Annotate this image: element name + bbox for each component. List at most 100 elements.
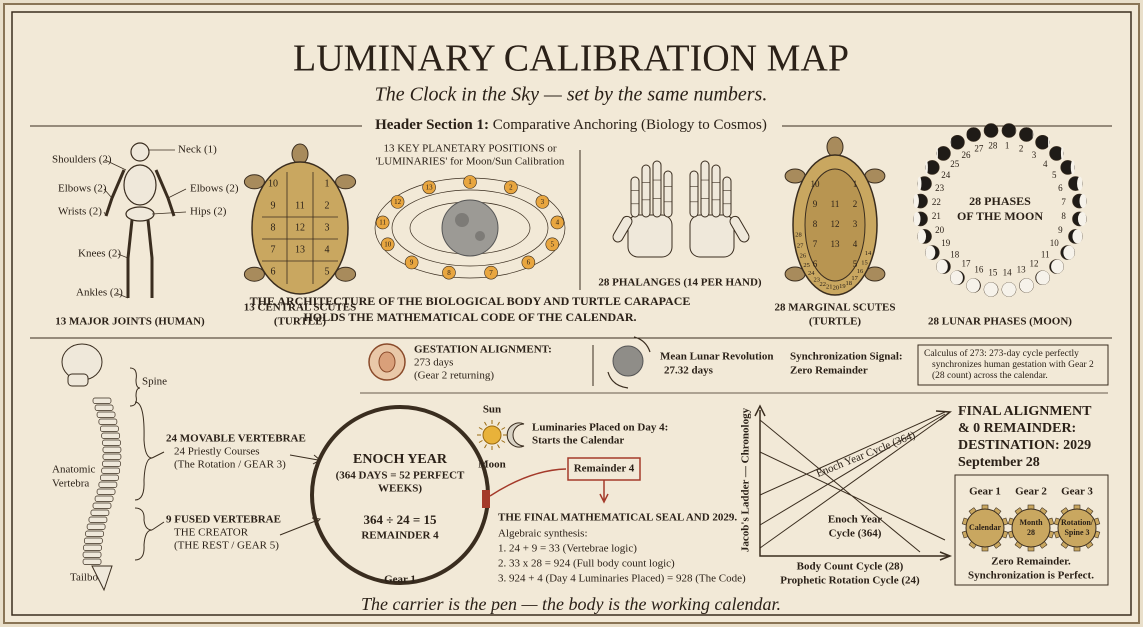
vertebra [97, 412, 115, 418]
phase-light [950, 135, 951, 149]
phase-light [1078, 212, 1087, 226]
gestation-text: GESTATION ALIGNMENT: [414, 344, 552, 356]
palm [628, 215, 672, 257]
scute-number: 4 [325, 244, 330, 255]
scute-number: 2 [325, 200, 330, 211]
rim-number: 19 [839, 283, 846, 290]
spine-label: Vertebra [52, 478, 89, 490]
vertebra [84, 538, 102, 544]
planet-number: 3 [541, 198, 545, 206]
section-text: Comparative Anchoring (Biology to Cosmos… [493, 117, 767, 133]
vertebrae-text: (The Rotation / GEAR 3) [174, 459, 286, 471]
phase-number: 16 [974, 264, 984, 274]
rim-number: 24 [808, 270, 815, 277]
planet-number: 1 [468, 178, 472, 186]
scute-number: 11 [831, 199, 840, 209]
rim-number: 22 [820, 281, 827, 288]
vertebrae-text: 24 Priestly Courses [174, 446, 260, 458]
moon-center: OF THE MOON [957, 209, 1043, 223]
phase-light [1033, 127, 1034, 141]
note-text: (28 count) across the calendar. [932, 370, 1048, 381]
phase-light [936, 146, 938, 160]
spine-label: Anatomic [52, 464, 95, 476]
phase-light [917, 177, 921, 191]
ribcage [124, 165, 156, 205]
vertebra [91, 510, 109, 516]
phase-number: 19 [941, 238, 951, 248]
fetus [379, 352, 395, 372]
rim-number: 18 [846, 280, 853, 287]
phase-light [1061, 146, 1064, 160]
phase [950, 135, 964, 149]
phase-number: 24 [941, 170, 951, 180]
y-label: Jacob's Ladder — Chronology [740, 407, 752, 552]
scute-number: 7 [271, 244, 276, 255]
final-text: September 28 [958, 455, 1040, 470]
caption: 28 MARGINAL SCUTES [774, 302, 895, 314]
vertebra [89, 517, 107, 523]
phase [1036, 135, 1050, 149]
conclusion: Synchronization is Perfect. [968, 570, 1094, 582]
gear-text: Month [1019, 518, 1043, 527]
vertebra [102, 433, 120, 439]
joint-label: Elbows (2) [58, 183, 107, 195]
phase-light [1020, 279, 1034, 293]
phase [1019, 127, 1033, 141]
rim-number: 20 [833, 284, 840, 291]
vertebra [93, 398, 111, 404]
finger [690, 171, 698, 217]
vertebra [83, 545, 101, 551]
scute-number: 6 [813, 259, 818, 269]
phase-number: 11 [1041, 249, 1050, 259]
vertebra [95, 405, 113, 411]
joint-label: Ankles (2) [76, 287, 123, 299]
phase-number: 3 [1032, 150, 1037, 160]
flipper [336, 175, 356, 189]
phase-number: 23 [935, 183, 945, 193]
statement: THE ARCHITECTURE OF THE BIOLOGICAL BODY … [250, 294, 691, 308]
vertebra [83, 552, 101, 558]
scute-number: 1 [853, 179, 858, 189]
vertebrae-text: (THE REST / GEAR 5) [174, 540, 279, 552]
scute-number: 2 [853, 199, 858, 209]
flipper [244, 175, 264, 189]
phase-number: 12 [1030, 258, 1039, 268]
pelvis [126, 207, 154, 221]
crater [475, 231, 485, 241]
finger [701, 161, 709, 217]
phase-number: 1 [1005, 140, 1010, 150]
joint-label: Shoulders (2) [52, 154, 112, 166]
phase-number: 27 [974, 144, 984, 154]
phase-light [1077, 177, 1082, 191]
inner-label: Cycle (364) [829, 528, 882, 540]
section-label: Header Section 1: [375, 117, 489, 133]
scute-number: 6 [271, 266, 276, 277]
vertebra [102, 468, 120, 474]
equation: REMAINDER 4 [361, 530, 439, 542]
rim-number: 15 [861, 260, 868, 267]
moon [442, 200, 498, 256]
phase-light [1002, 282, 1016, 296]
phase-number: 2 [1019, 144, 1024, 154]
phase-number: 6 [1058, 183, 1063, 193]
planet-number: 8 [447, 269, 451, 277]
scute-number: 8 [813, 219, 818, 229]
phase-number: 18 [950, 249, 960, 259]
title: LUMINARY CALIBRATION MAP [293, 38, 849, 80]
planet-number: 10 [384, 240, 392, 248]
vertebra [103, 461, 121, 467]
jaw [68, 374, 88, 386]
statement: HOLDS THE MATHEMATICAL CODE OF THE CALEN… [303, 310, 636, 324]
sync-text: Zero Remainder [790, 365, 868, 377]
phase-light [1071, 160, 1075, 174]
gear-name: Gear 2 [1015, 486, 1047, 498]
finger [642, 165, 650, 217]
gear-text: (364 DAYS = 52 PERFECT [336, 470, 465, 482]
lunar-text: 27.32 days [664, 365, 714, 377]
luminaries-text: Starts the Calendar [532, 435, 624, 447]
vertebra [95, 496, 113, 502]
phase-number: 5 [1052, 170, 1057, 180]
caption: (TURTLE) [809, 316, 862, 328]
phase-number: 20 [935, 225, 945, 235]
joint-label: Knees (2) [78, 248, 121, 260]
